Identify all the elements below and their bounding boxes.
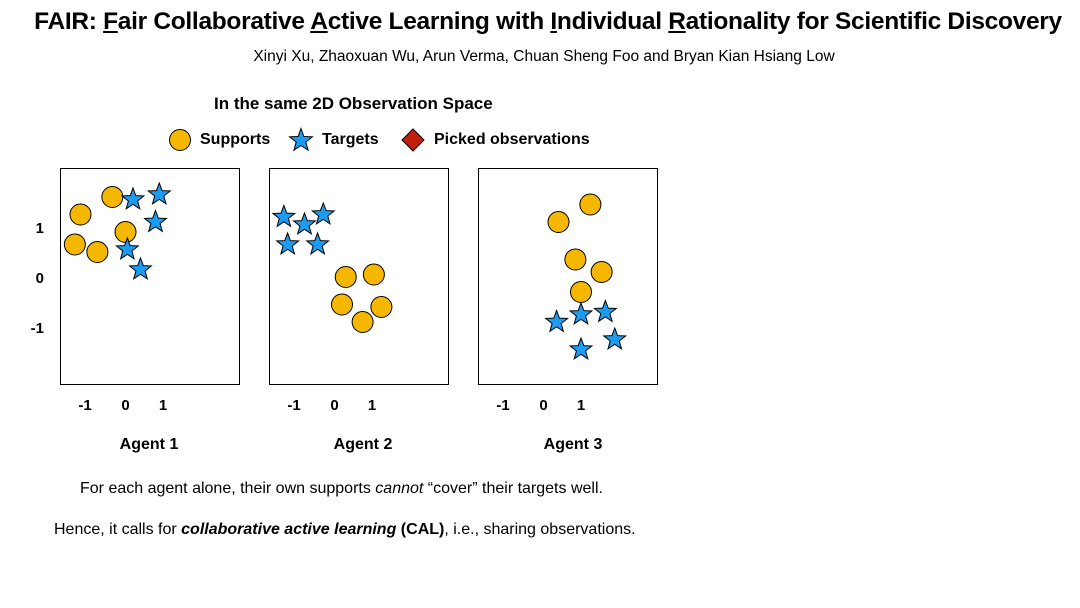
support-point (114, 221, 137, 243)
title-segment: ationality for Scientific Discovery (685, 8, 1062, 35)
note-cannot-cover: For each agent alone, their own supports… (80, 480, 603, 498)
panel-frame (269, 168, 449, 385)
target-point (115, 236, 140, 260)
title-initial: F (103, 8, 118, 35)
target-point (568, 301, 594, 325)
note1-text-b: “cover” their targets well. (423, 480, 603, 497)
target-point (143, 209, 168, 233)
y-tick-label: 0 (36, 270, 44, 287)
x-tick-label: 1 (368, 397, 376, 414)
legend-supports-label: Supports (200, 131, 271, 148)
note2-text-a: Hence, it calls for (54, 521, 182, 538)
x-tick-label: -1 (78, 397, 91, 414)
title-segment: air Collaborative (117, 8, 311, 35)
note-cal: Hence, it calls for collaborative active… (54, 521, 636, 539)
note2-text-b: , i.e., sharing observations. (444, 521, 636, 538)
legend-picked-marker (401, 128, 425, 152)
page-title: FAIR: Fair Collaborative Active Learning… (0, 8, 1080, 36)
y-tick-label: -1 (31, 320, 44, 337)
target-point (593, 299, 618, 323)
support-point (362, 263, 385, 286)
support-point (570, 281, 592, 303)
diamond-icon (401, 128, 425, 152)
support-point (564, 248, 587, 271)
target-point (146, 181, 172, 205)
circle-icon (169, 129, 191, 151)
support-point (370, 296, 393, 318)
legend-targets: Targets (288, 127, 379, 152)
x-tick-label: -1 (496, 397, 509, 414)
panel-frame (60, 168, 240, 385)
legend-target-marker (288, 127, 314, 152)
support-point (63, 233, 86, 256)
agent-3-label: Agent 3 (543, 436, 603, 453)
support-point (590, 261, 613, 283)
title-segment: ctive Learning with (327, 8, 551, 35)
support-point (86, 241, 109, 263)
support-point (334, 266, 357, 288)
legend-picked: Picked observations (400, 128, 590, 152)
authors-line: Xinyi Xu, Zhaoxuan Wu, Arun Verma, Chuan… (253, 48, 835, 65)
target-point (292, 211, 317, 235)
x-tick-label: 0 (330, 397, 338, 414)
scatter-panel: -1 0 1 (478, 168, 658, 414)
target-point (271, 204, 297, 228)
target-point (310, 201, 336, 225)
title-segment: ndividual (556, 8, 669, 35)
support-point (331, 293, 353, 316)
target-point (305, 231, 330, 255)
legend-picked-label: Picked observations (434, 131, 590, 148)
x-tick-label: 0 (121, 397, 129, 414)
agent-1-label: Agent 1 (119, 436, 179, 453)
target-point (275, 231, 300, 255)
note2-bold: (CAL) (396, 521, 445, 538)
support-point (579, 193, 602, 216)
scatter-panel: -1 0 1 (269, 168, 449, 414)
target-point (128, 256, 153, 280)
figure-subtitle: In the same 2D Observation Space (214, 94, 493, 113)
title-initial: I (550, 8, 557, 35)
x-tick-label: 1 (159, 397, 167, 414)
support-point (547, 211, 570, 233)
panel-frame (478, 168, 658, 385)
legend-support-marker (169, 129, 191, 151)
agent-2-label: Agent 2 (333, 436, 393, 453)
target-point (568, 336, 594, 360)
x-tick-label: -1 (287, 397, 300, 414)
x-tick-label: 1 (577, 397, 585, 414)
note1-emphasis: cannot (375, 480, 424, 497)
support-point (351, 311, 374, 333)
target-point (120, 186, 146, 210)
title-initial: A (310, 8, 328, 35)
target-point (602, 326, 628, 350)
note1-text-a: For each agent alone, their own supports (80, 480, 376, 497)
note2-emphasis: collaborative active learning (181, 521, 397, 538)
title-segment: FAIR: (34, 8, 104, 35)
target-point (544, 309, 569, 333)
support-point (101, 186, 124, 208)
star-icon (288, 127, 314, 152)
support-point (69, 203, 92, 226)
y-tick-label: 1 (36, 220, 44, 237)
legend-targets-label: Targets (322, 131, 379, 148)
scatter-panel: -1 0 1 (60, 168, 240, 414)
x-tick-label: 0 (539, 397, 547, 414)
legend-supports: Supports (168, 129, 271, 151)
title-initial: R (668, 8, 686, 35)
